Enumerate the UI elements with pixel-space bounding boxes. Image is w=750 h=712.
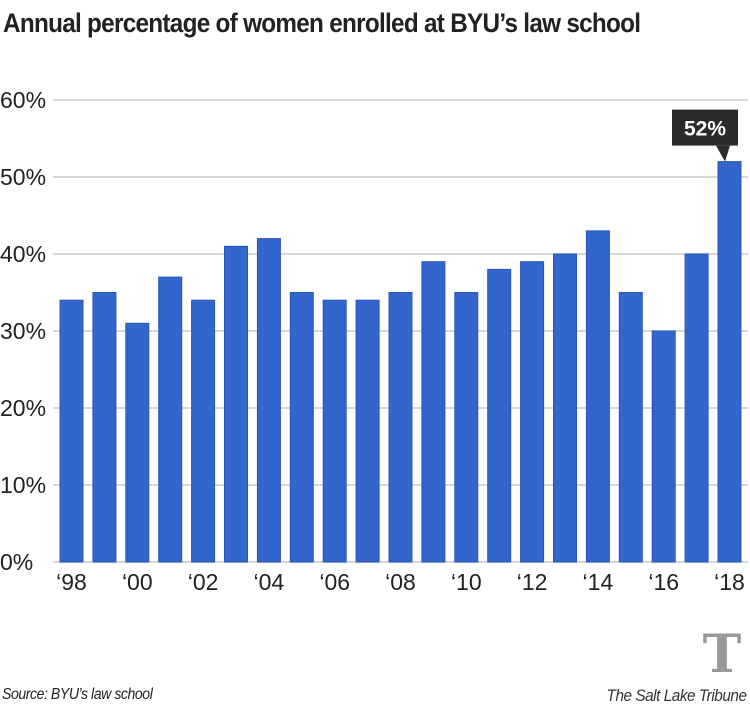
x-tick-label: ‘98 [56,569,87,595]
y-tick-label: 20% [0,395,46,421]
bar-2011 [487,268,512,563]
bar-2005 [289,292,314,563]
y-tick-label: 40% [0,241,46,267]
publisher-name: The Salt Lake Tribune [606,686,746,705]
x-axis-ticks: ‘98 ‘00 ‘02 ‘04 ‘06 ‘08 ‘10 ‘12 ‘14 ‘16 ‘18 [56,569,745,595]
annotation-box [672,109,738,146]
bar-2002 [191,299,216,563]
bar-2010 [454,292,479,563]
x-tick-label: ‘06 [319,569,350,595]
x-tick-label: ‘00 [122,569,153,595]
bar-2014 [585,230,610,563]
y-tick-label: 50% [0,164,46,190]
bar-2004 [256,238,281,563]
x-tick-label: ‘08 [385,569,416,595]
bar-2007 [355,299,380,563]
x-tick-label: ‘04 [254,569,285,595]
bar-2018 [717,161,742,563]
bar-2012 [520,261,545,563]
bar-2000 [125,322,150,563]
annotation-label: 52% [684,118,726,141]
bar-chart: 0%10%20%30%40%50%60% ‘98 ‘00 ‘02 ‘04 ‘06 ‘08 ‘… [0,87,748,595]
tribune-logo-icon: T [702,624,742,685]
bar-2016 [651,330,676,563]
bar-2009 [421,261,446,563]
x-tick-label: ‘14 [583,569,614,595]
bars [59,161,742,563]
bar-2015 [618,292,643,563]
y-axis-ticks: 0% 10% 20% 30% 40% 50% 60% [0,87,46,575]
y-tick-label: 60% [0,87,46,113]
y-tick-label: 10% [0,472,46,498]
bar-2001 [158,276,183,563]
bar-2006 [322,299,347,563]
x-tick-label: ‘16 [648,569,679,595]
x-tick-label: ‘10 [451,569,482,595]
chart-title: Annual percentage of women enrolled at B… [3,8,641,38]
bar-2008 [388,292,413,563]
annotation-pointer [716,145,730,162]
x-tick-label: ‘02 [188,569,219,595]
bar-2003 [224,245,248,563]
y-tick-label: 30% [0,318,46,344]
bar-1998 [59,299,84,563]
bar-1999 [92,292,117,563]
annotation-callout: 52% [672,109,738,162]
x-tick-label: ‘18 [714,569,745,595]
x-tick-label: ‘12 [517,569,548,595]
bar-2017 [684,253,709,563]
source-note: Source: BYU’s law school [2,686,153,703]
y-tick-label: 0% [0,549,33,575]
bar-2013 [553,253,577,563]
